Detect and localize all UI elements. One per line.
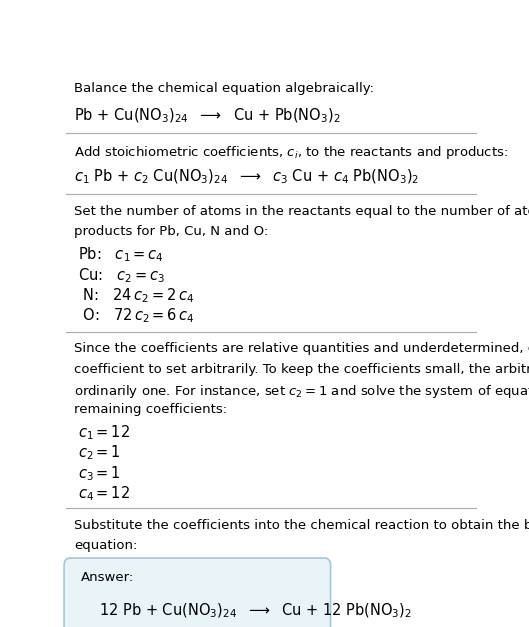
Text: remaining coefficients:: remaining coefficients: [74, 403, 227, 416]
Text: $c_2 = 1$: $c_2 = 1$ [78, 444, 121, 462]
Text: 12 Pb + Cu(NO$_3$)$_{24}$  $\longrightarrow$  Cu + 12 Pb(NO$_3$)$_2$: 12 Pb + Cu(NO$_3$)$_{24}$ $\longrightarr… [99, 601, 412, 620]
Text: Since the coefficients are relative quantities and underdetermined, choose a: Since the coefficients are relative quan… [74, 342, 529, 356]
Text: Pb + Cu(NO$_3$)$_{24}$  $\longrightarrow$  Cu + Pb(NO$_3$)$_2$: Pb + Cu(NO$_3$)$_{24}$ $\longrightarrow$… [74, 107, 341, 125]
Text: Cu:   $c_2 = c_3$: Cu: $c_2 = c_3$ [78, 266, 166, 285]
Text: O:   $72\,c_2 = 6\,c_4$: O: $72\,c_2 = 6\,c_4$ [78, 307, 195, 325]
Text: Pb:   $c_1 = c_4$: Pb: $c_1 = c_4$ [78, 246, 165, 265]
Text: $c_4 = 12$: $c_4 = 12$ [78, 484, 131, 503]
Text: Add stoichiometric coefficients, $c_i$, to the reactants and products:: Add stoichiometric coefficients, $c_i$, … [74, 144, 508, 161]
Text: products for Pb, Cu, N and O:: products for Pb, Cu, N and O: [74, 225, 269, 238]
Text: Substitute the coefficients into the chemical reaction to obtain the balanced: Substitute the coefficients into the che… [74, 519, 529, 532]
FancyBboxPatch shape [64, 558, 331, 627]
Text: Set the number of atoms in the reactants equal to the number of atoms in the: Set the number of atoms in the reactants… [74, 205, 529, 218]
Text: Answer:: Answer: [80, 571, 134, 584]
Text: equation:: equation: [74, 539, 138, 552]
Text: N:   $24\,c_2 = 2\,c_4$: N: $24\,c_2 = 2\,c_4$ [78, 286, 195, 305]
Text: $c_1 = 12$: $c_1 = 12$ [78, 423, 131, 442]
Text: $c_3 = 1$: $c_3 = 1$ [78, 464, 121, 483]
Text: Balance the chemical equation algebraically:: Balance the chemical equation algebraica… [74, 83, 375, 95]
Text: ordinarily one. For instance, set $c_2 = 1$ and solve the system of equations fo: ordinarily one. For instance, set $c_2 =… [74, 382, 529, 400]
Text: $c_1$ Pb + $c_2$ Cu(NO$_3$)$_{24}$  $\longrightarrow$  $c_3$ Cu + $c_4$ Pb(NO$_3: $c_1$ Pb + $c_2$ Cu(NO$_3$)$_{24}$ $\lon… [74, 168, 419, 186]
Text: coefficient to set arbitrarily. To keep the coefficients small, the arbitrary va: coefficient to set arbitrarily. To keep … [74, 362, 529, 376]
